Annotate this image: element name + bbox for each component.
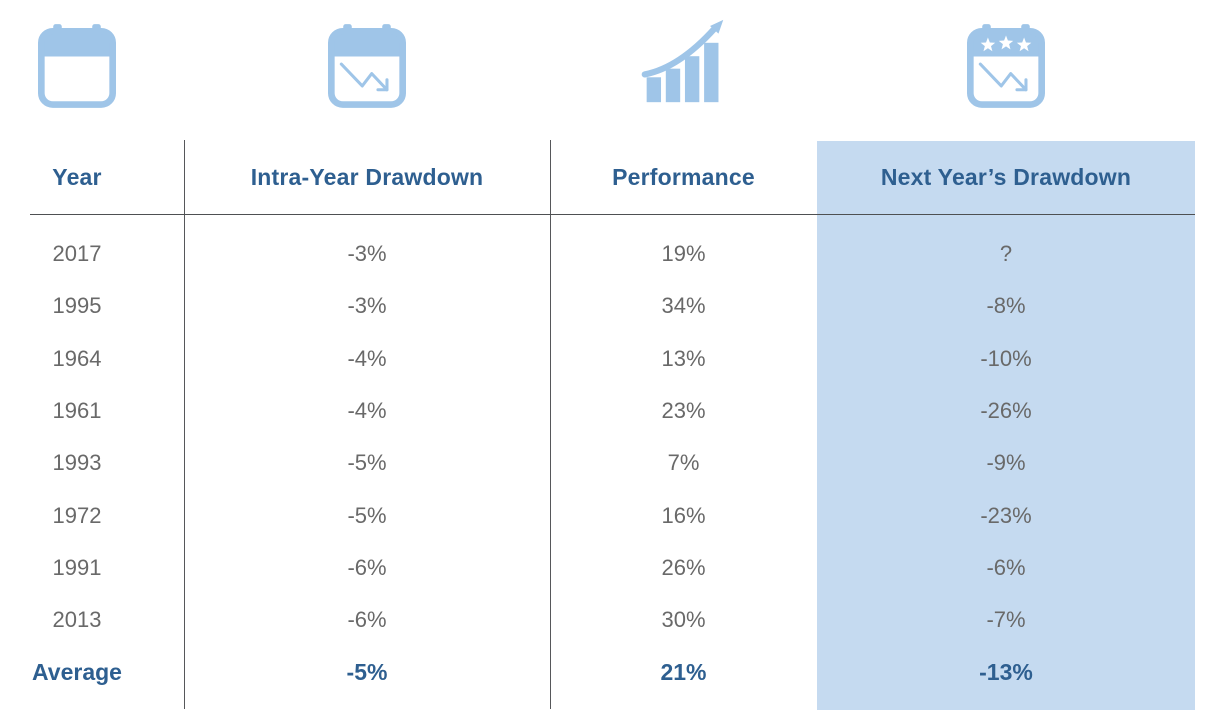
- year-cell: Average: [32, 659, 122, 686]
- next-year-drawdown-cell: -9%: [986, 450, 1026, 476]
- year-cell: 1995: [52, 293, 102, 319]
- next-year-drawdown-cell: -13%: [979, 659, 1033, 686]
- intra-year-drawdown-cell: -4%: [347, 345, 387, 371]
- column-header-intra-year-drawdown: Intra-Year Drawdown: [250, 164, 484, 190]
- calendar-decline-icon: [328, 24, 406, 108]
- next-year-drawdown-cell: -23%: [980, 502, 1032, 528]
- table-row: 2017 -3% 19% ?: [0, 228, 1195, 280]
- performance-cell: 19%: [661, 241, 706, 267]
- next-year-drawdown-cell: -7%: [986, 607, 1026, 633]
- next-year-drawdown-cell: -10%: [980, 345, 1032, 371]
- table-row: 1995 -3% 34% -8%: [0, 280, 1195, 332]
- calendar-stars-decline-icon: [967, 24, 1045, 108]
- table-row: 1972 -5% 16% -23%: [0, 489, 1195, 541]
- next-year-drawdown-cell: -6%: [986, 554, 1026, 580]
- next-year-drawdown-cell: -8%: [986, 293, 1026, 319]
- column-divider-drawdown: [549, 140, 551, 709]
- year-cell: 1964: [52, 345, 102, 371]
- performance-icon-cell: [550, 0, 817, 141]
- year-cell: 2017: [52, 241, 102, 267]
- table-row: 2013 -6% 30% -7%: [0, 594, 1195, 646]
- performance-cell: 26%: [661, 554, 706, 580]
- performance-cell: 34%: [661, 293, 706, 319]
- year-icon-cell: [0, 0, 184, 141]
- intra-year-drawdown-cell: -5%: [347, 502, 387, 528]
- intra-year-drawdown-icon-cell: [184, 0, 550, 141]
- next-year-drawdown-cell: -26%: [980, 398, 1032, 424]
- column-divider-year: [183, 140, 185, 709]
- year-cell: 1993: [52, 450, 102, 476]
- intra-year-drawdown-cell: -4%: [347, 398, 387, 424]
- column-header-year: Year: [52, 164, 102, 190]
- table-row: 1991 -6% 26% -6%: [0, 542, 1195, 594]
- column-header-performance: Performance: [612, 164, 755, 190]
- year-cell: 2013: [52, 607, 102, 633]
- table-rows: 2017 -3% 19% ? 1995 -3% 34% -8% 1964 -4%…: [0, 215, 1195, 699]
- performance-cell: 21%: [660, 659, 707, 686]
- intra-year-drawdown-cell: -6%: [347, 607, 387, 633]
- next-year-drawdown-cell: ?: [999, 241, 1013, 267]
- next-year-drawdown-column-highlight: [817, 141, 1195, 710]
- performance-cell: 16%: [661, 502, 706, 528]
- intra-year-drawdown-cell: -5%: [347, 450, 387, 476]
- table-row: 1964 -4% 13% -10%: [0, 333, 1195, 385]
- next-year-drawdown-icon-cell: [817, 0, 1195, 141]
- icons-row: [0, 0, 1195, 141]
- intra-year-drawdown-cell: -6%: [347, 554, 387, 580]
- performance-cell: 30%: [661, 607, 706, 633]
- performance-cell: 13%: [661, 345, 706, 371]
- table-header-row: Year Intra-Year Drawdown Performance Nex…: [0, 141, 1195, 214]
- header-underline: [30, 213, 1195, 216]
- table-row: Average -5% 21% -13%: [0, 646, 1195, 698]
- year-cell: 1961: [52, 398, 102, 424]
- performance-cell: 7%: [667, 450, 700, 476]
- intra-year-drawdown-cell: -3%: [347, 241, 387, 267]
- intra-year-drawdown-cell: -5%: [346, 659, 388, 686]
- year-cell: 1991: [52, 554, 102, 580]
- calendar-icon: [38, 24, 116, 108]
- year-cell: 1972: [52, 502, 102, 528]
- performance-cell: 23%: [661, 398, 706, 424]
- column-header-next-year-drawdown: Next Year’s Drawdown: [880, 164, 1132, 190]
- intra-year-drawdown-cell: -3%: [347, 293, 387, 319]
- bar-chart-growth-icon: [641, 19, 723, 103]
- table-row: 1993 -5% 7% -9%: [0, 437, 1195, 489]
- table-row: 1961 -4% 23% -26%: [0, 385, 1195, 437]
